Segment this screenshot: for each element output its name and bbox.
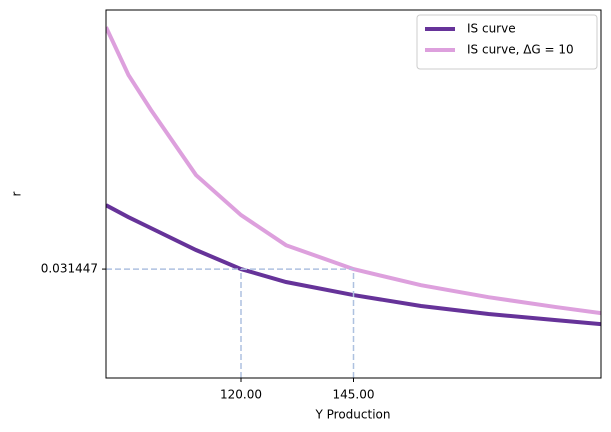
x-tick-label: 145.00 [333, 388, 375, 402]
legend-box [416, 14, 598, 70]
series-line [106, 203, 601, 327]
x-tick-label: 120.00 [220, 388, 262, 402]
y-axis-label: r [10, 191, 24, 196]
x-axis-label: Y Production [315, 408, 391, 422]
legend-label: IS curve, ΔG = 10 [467, 43, 574, 57]
legend-label: IS curve [467, 22, 516, 36]
series-line [106, 26, 601, 316]
y-tick-label: 0.031447 [41, 262, 98, 276]
